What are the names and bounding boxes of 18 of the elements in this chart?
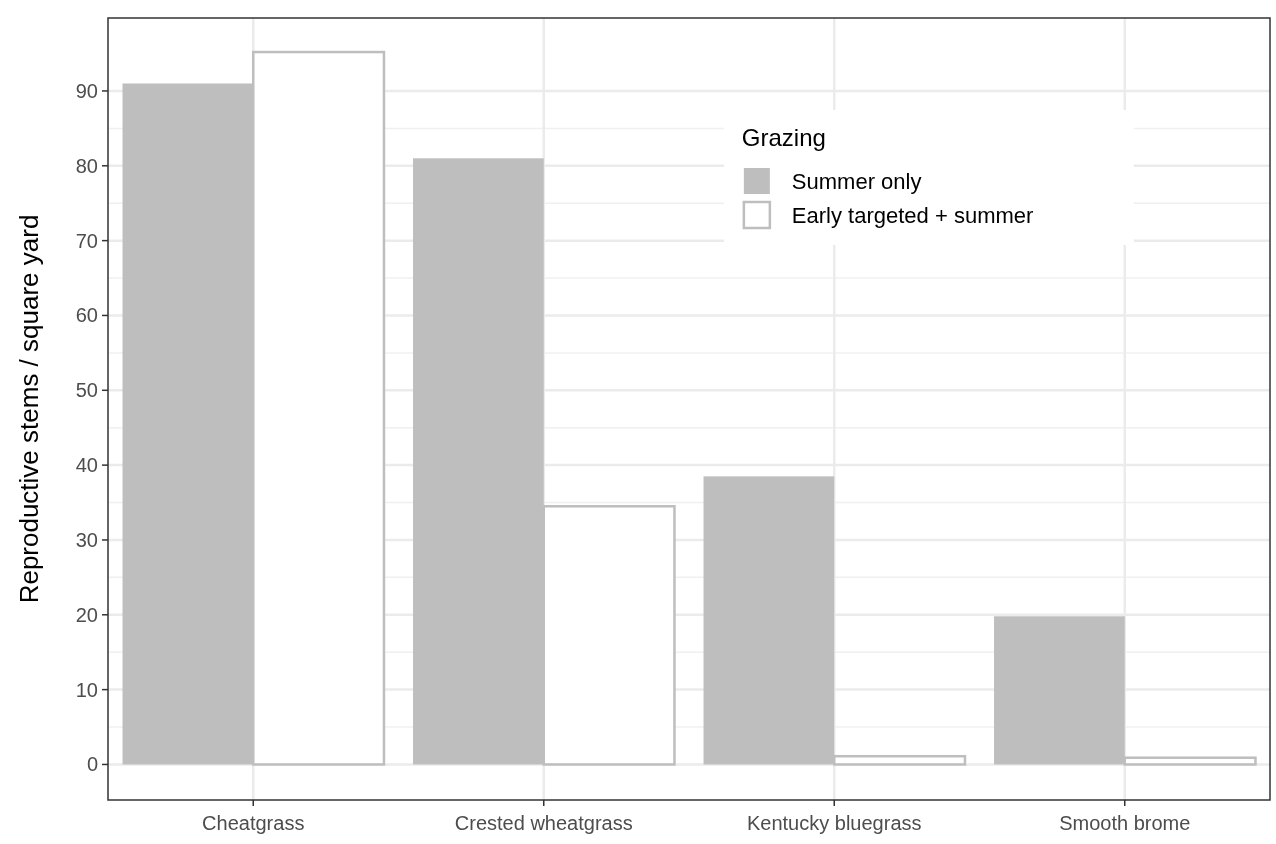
y-tick-label: 30 [75,528,98,551]
x-tick-label: Smooth brome [1059,812,1191,834]
y-tick-label: 60 [75,304,98,327]
y-tick-label: 20 [75,603,98,626]
x-tick-label: Cheatgrass [202,812,305,834]
y-axis-title: Reproductive stems / square yard [14,214,44,604]
y-tick-label: 80 [75,154,98,177]
y-tick-label: 90 [75,79,98,102]
x-tick-label: Kentucky bluegrass [746,812,922,834]
legend-title: Grazing [741,124,826,151]
y-tick-label: 40 [75,454,98,477]
legend-label: Early targeted + summer [791,202,1034,228]
y-tick-label: 70 [75,229,98,252]
y-tick-label: 50 [75,379,98,402]
y-tick-label: 10 [75,678,98,701]
y-tick-label: 0 [86,753,98,776]
x-tick-label: Crested wheatgrass [454,812,633,834]
legend-label: Summer only [791,168,922,194]
